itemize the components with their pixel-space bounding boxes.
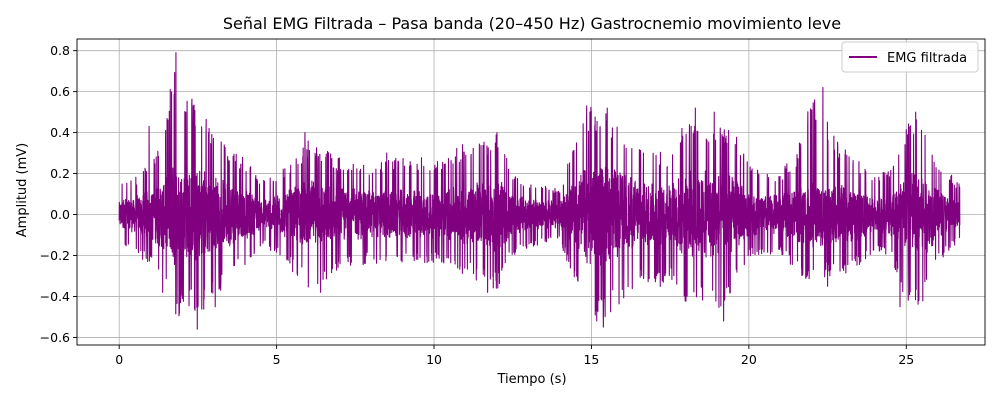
x-axis-label: Tiempo (s) bbox=[496, 372, 566, 387]
y-tick-label: 0.6 bbox=[50, 84, 70, 99]
legend-box bbox=[841, 41, 979, 73]
series-line-emg-filtrada bbox=[118, 52, 961, 330]
legend: EMG filtrada bbox=[841, 41, 979, 73]
y-axis-label: Amplitud (mV) bbox=[15, 143, 30, 237]
y-tick-label: −0.2 bbox=[40, 248, 70, 263]
y-tick-label: 0.8 bbox=[50, 43, 70, 58]
legend-series-label: EMG filtrada bbox=[887, 51, 967, 66]
x-tick-label: 20 bbox=[741, 352, 757, 367]
chart-title: Señal EMG Filtrada – Pasa banda (20–450 … bbox=[223, 14, 841, 33]
axes-frame bbox=[76, 38, 986, 346]
y-tick-label: 0.2 bbox=[50, 166, 70, 181]
y-tick-label: 0.4 bbox=[50, 125, 70, 140]
x-tick-label: 5 bbox=[273, 352, 281, 367]
y-tick-label: −0.6 bbox=[40, 330, 70, 345]
x-tick-label: 10 bbox=[426, 352, 442, 367]
y-tick-label: 0.0 bbox=[50, 207, 70, 222]
x-tick-label: 25 bbox=[898, 352, 914, 367]
x-tick-label: 15 bbox=[583, 352, 599, 367]
x-tick-label: 0 bbox=[115, 352, 123, 367]
plot-area bbox=[118, 52, 961, 330]
x-axis-ticks: 0 5 10 15 20 25 bbox=[115, 345, 914, 367]
y-axis-ticks: −0.6 −0.4 −0.2 0.0 0.2 0.4 0.6 0.8 bbox=[40, 43, 77, 345]
y-tick-label: −0.4 bbox=[40, 289, 70, 304]
